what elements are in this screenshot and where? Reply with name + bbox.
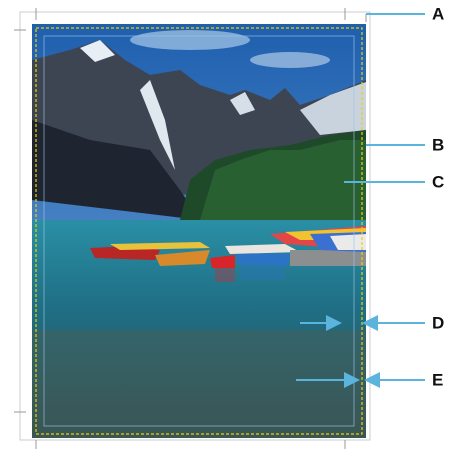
crop-marks [14,8,367,449]
label-a: A [432,4,444,23]
callouts [296,13,425,388]
canoes [90,226,366,268]
label-d: D [432,313,444,332]
label-e: E [432,370,443,389]
label-c: C [432,172,444,191]
safe-line [43,35,355,427]
label-b: B [432,135,444,154]
bleed-line [35,27,363,435]
photo [32,24,366,438]
